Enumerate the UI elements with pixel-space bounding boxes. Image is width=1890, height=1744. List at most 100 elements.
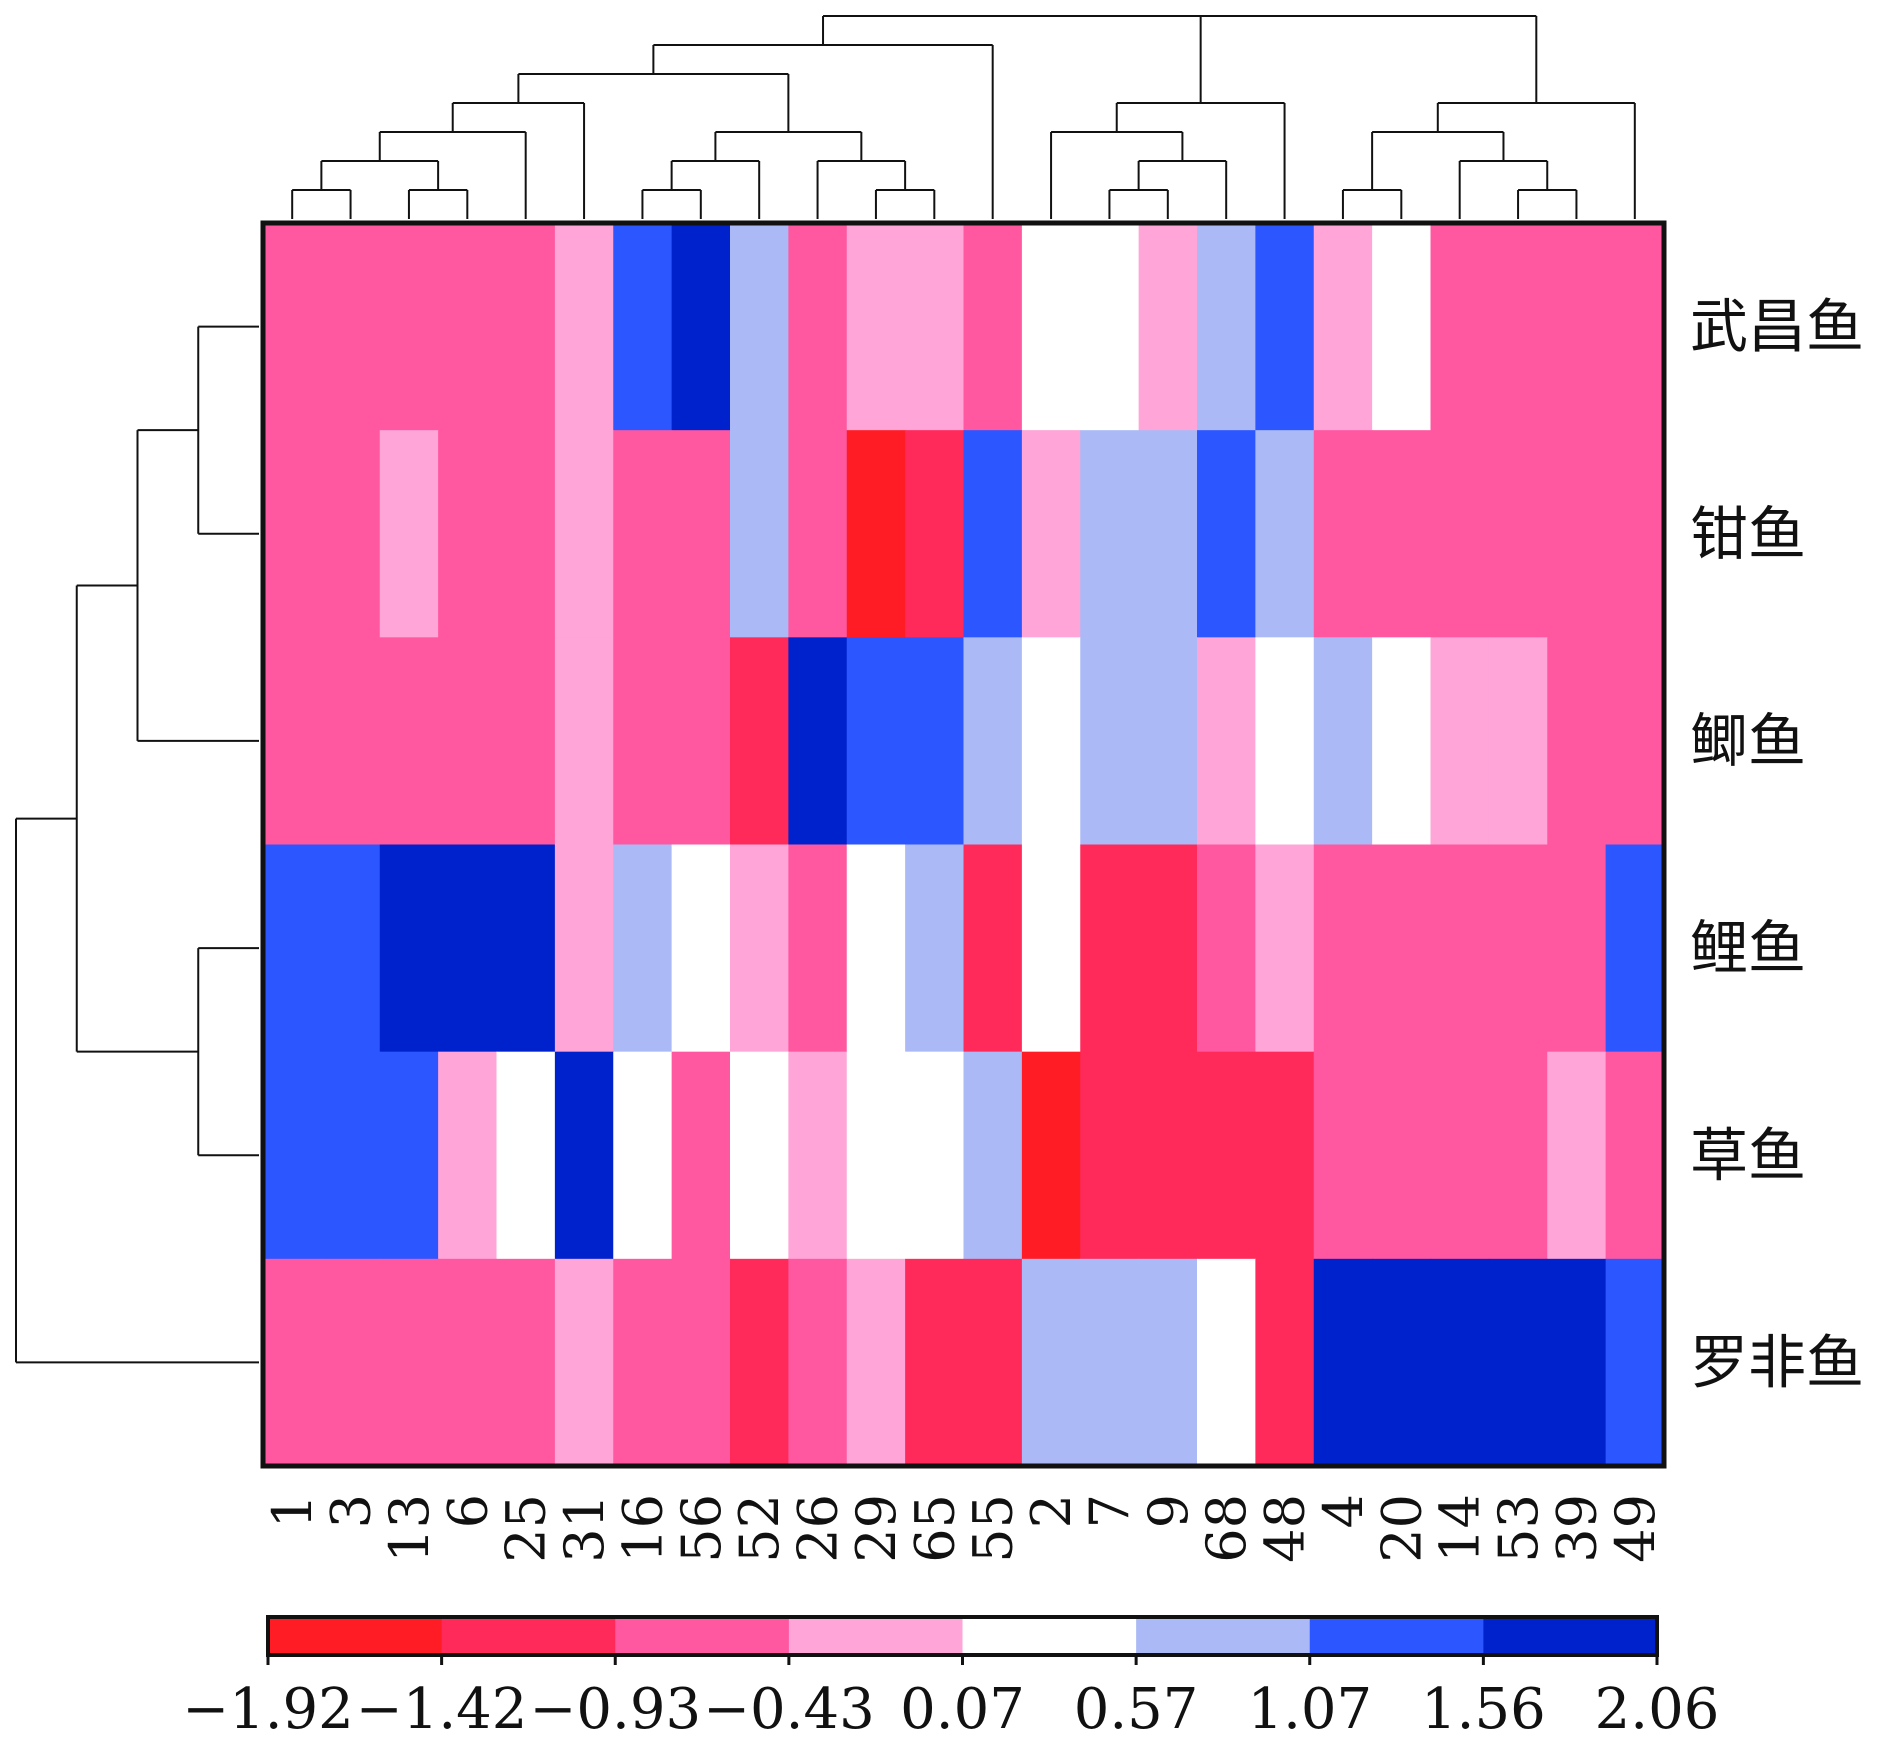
heatmap-cell (1547, 637, 1607, 846)
heatmap-cell (963, 430, 1023, 638)
heatmap-cell (1197, 1258, 1256, 1467)
column-label: 16 (611, 1494, 674, 1563)
heatmap-cell (438, 844, 498, 1053)
column-label: 9 (1137, 1494, 1200, 1528)
heatmap-cell (321, 637, 381, 846)
heatmap-cell (671, 844, 731, 1053)
column-label: 52 (728, 1494, 791, 1563)
heatmap-cell (1313, 430, 1373, 638)
heatmap-cell (1313, 637, 1373, 846)
heatmap-cell (1313, 1051, 1373, 1260)
heatmap-cell (613, 637, 673, 846)
heatmap-cell (788, 223, 848, 431)
heatmap-cell (379, 1051, 439, 1260)
heatmap-cell (379, 637, 439, 846)
heatmap-cell (1021, 430, 1081, 638)
heatmap-cell (263, 637, 322, 846)
colorbar-segment (1483, 1617, 1658, 1655)
heatmap-cell (1430, 637, 1490, 846)
heatmap-cell (1197, 1051, 1256, 1260)
heatmap-cell (1255, 223, 1315, 431)
colorbar-tick-label: −1.92 (182, 1677, 354, 1742)
column-label: 3 (320, 1494, 383, 1528)
heatmap-cell (963, 223, 1023, 431)
column-label: 13 (378, 1494, 441, 1563)
column-label: 65 (903, 1494, 966, 1563)
colorbar: −1.92 −1.42 −0.93 −0.43 0.07 0.57 1.07 1.56 2.06 (182, 1615, 1720, 1742)
heatmap-cell (963, 1051, 1023, 1260)
colorbar-segment (788, 1617, 964, 1655)
heatmap-cell (1021, 1258, 1081, 1467)
heatmap-cell (1138, 223, 1198, 431)
colorbar-segment (268, 1617, 443, 1655)
heatmap-cell (671, 637, 731, 846)
heatmap-cell (730, 1051, 789, 1260)
heatmap-cell (496, 430, 556, 638)
heatmap-cell (554, 1258, 614, 1467)
heatmap-cell (438, 430, 498, 638)
column-label: 55 (962, 1494, 1025, 1563)
heatmap-cell (438, 223, 498, 431)
column-label: 48 (1254, 1494, 1317, 1563)
heatmap-cell (554, 223, 614, 431)
heatmap-cell (1605, 1258, 1665, 1467)
heatmap-cell (1080, 1258, 1140, 1467)
heatmap-cell (1080, 844, 1140, 1053)
column-label: 26 (787, 1494, 850, 1563)
column-label: 7 (1078, 1494, 1141, 1528)
column-label: 49 (1604, 1494, 1667, 1563)
heatmap-cell (1605, 430, 1665, 638)
heatmap-cell (438, 637, 498, 846)
heatmap-cell (1255, 844, 1315, 1053)
column-label: 4 (1312, 1494, 1375, 1528)
heatmap-cell (671, 1051, 731, 1260)
column-label: 31 (553, 1494, 616, 1563)
heatmap-cell (905, 844, 965, 1053)
heatmap-cell (1430, 1051, 1490, 1260)
heatmap-cell (1313, 844, 1373, 1053)
heatmap-cell (554, 1051, 614, 1260)
heatmap-cell (1138, 430, 1198, 638)
column-label: 14 (1429, 1494, 1492, 1563)
heatmap-cell (788, 637, 848, 846)
heatmap-cell (963, 844, 1023, 1053)
colorbar-tick-label: 2.06 (1595, 1677, 1720, 1742)
heatmap-cell (788, 1258, 848, 1467)
heatmap-cell (1372, 430, 1432, 638)
heatmap-cell (554, 430, 614, 638)
heatmap-cell (1021, 1051, 1081, 1260)
heatmap-cell (1080, 1051, 1140, 1260)
colorbar-segment (962, 1617, 1137, 1655)
heatmap-cell (613, 1051, 673, 1260)
heatmap-cell (905, 637, 965, 846)
heatmap-cell (1547, 1258, 1607, 1467)
heatmap-cell (496, 844, 556, 1053)
heatmap-cell (1547, 430, 1607, 638)
heatmap-cell (788, 430, 848, 638)
row-label: 罗非鱼 (1690, 1328, 1864, 1396)
heatmap-cell (379, 223, 439, 431)
heatmap-cell (1372, 637, 1432, 846)
row-label: 鲤鱼 (1690, 914, 1806, 982)
column-label: 6 (436, 1494, 499, 1528)
heatmap-cells (263, 223, 1665, 1467)
heatmap-cell (1372, 1051, 1432, 1260)
heatmap-cell (1547, 844, 1607, 1053)
heatmap-cell (1138, 844, 1198, 1053)
heatmap-cell (730, 637, 789, 846)
heatmap-cell (1488, 223, 1548, 431)
column-label: 20 (1370, 1494, 1433, 1563)
heatmap-cell (1021, 637, 1081, 846)
heatmap-cell (1430, 223, 1490, 431)
row-label: 草鱼 (1690, 1121, 1806, 1189)
heatmap-cell (730, 1258, 789, 1467)
heatmap-cell (379, 844, 439, 1053)
heatmap-cell (1547, 1051, 1607, 1260)
heatmap-cell (671, 430, 731, 638)
heatmap-cell (1488, 637, 1548, 846)
heatmap-border (260, 220, 1667, 1469)
colorbar-tick-label: −1.42 (356, 1677, 528, 1742)
heatmap-cell (905, 430, 965, 638)
row-label: 钳鱼 (1690, 500, 1806, 568)
